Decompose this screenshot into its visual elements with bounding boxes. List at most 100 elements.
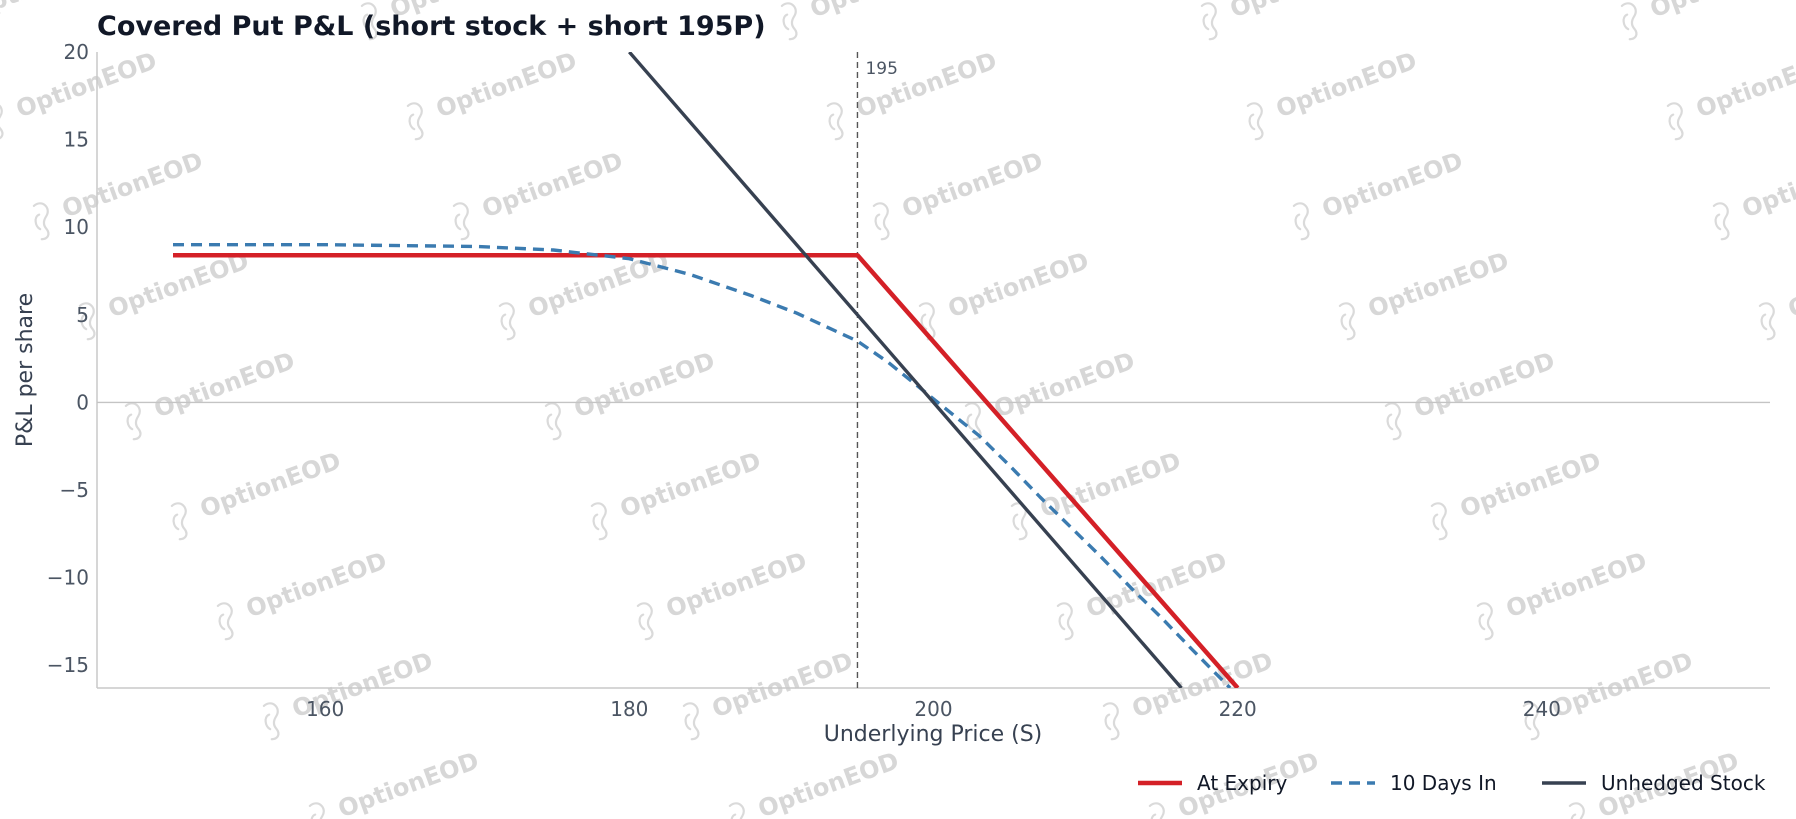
y-tick-label: −5 — [60, 478, 89, 502]
seahorse-logo-icon — [1712, 202, 1730, 241]
seahorse-logo-icon — [1292, 202, 1310, 241]
watermark-text: OptionEOD — [196, 447, 344, 524]
y-tick-label: 5 — [76, 303, 89, 327]
watermark: OptionEOD — [964, 347, 1139, 441]
watermark: OptionEOD — [32, 147, 207, 241]
legend-item: At Expiry — [1138, 771, 1287, 795]
legend: At Expiry 10 Days In Unhedged Stock — [1138, 771, 1766, 795]
watermark: OptionEOD — [1338, 247, 1513, 341]
watermark-text: OptionEOD — [524, 247, 672, 324]
watermark: OptionEOD — [498, 247, 673, 341]
watermark-text: OptionEOD — [1456, 447, 1604, 524]
watermark: OptionEOD — [918, 247, 1093, 341]
series-lines — [173, 52, 1240, 688]
watermark: OptionEOD — [826, 47, 1001, 141]
watermark-text: OptionEOD — [1364, 247, 1512, 324]
seahorse-logo-icon — [78, 302, 96, 341]
watermark: OptionEOD — [872, 147, 1047, 241]
watermark-text: OptionEOD — [104, 247, 252, 324]
seahorse-logo-icon — [826, 102, 844, 141]
legend-label: Unhedged Stock — [1601, 771, 1766, 795]
watermark-text: OptionEOD — [708, 647, 856, 724]
seahorse-logo-icon — [0, 102, 4, 141]
series-line-at-expiry — [173, 252, 1240, 688]
watermark-text: OptionEOD — [806, 0, 954, 23]
y-tick-label: 10 — [64, 215, 89, 239]
seahorse-logo-icon — [1620, 2, 1638, 41]
watermark: OptionEOD — [544, 347, 719, 441]
seahorse-logo-icon — [1430, 502, 1448, 541]
watermark: OptionEOD — [728, 747, 903, 819]
watermark: OptionEOD — [1712, 147, 1796, 241]
watermark-text: OptionEOD — [478, 147, 626, 224]
seahorse-logo-icon — [728, 802, 746, 819]
axes — [96, 52, 1770, 689]
watermark-text: OptionEOD — [944, 247, 1092, 324]
x-tick-label: 240 — [1523, 697, 1561, 721]
seahorse-logo-icon — [1148, 802, 1166, 819]
watermark-text: OptionEOD — [1410, 347, 1558, 424]
watermark-text: OptionEOD — [990, 347, 1138, 424]
y-tick-label: −15 — [47, 653, 89, 677]
x-tick-label: 180 — [610, 697, 648, 721]
watermark-text: OptionEOD — [616, 447, 764, 524]
watermark: OptionEOD — [216, 547, 391, 641]
y-tick-label: 15 — [64, 128, 89, 152]
seahorse-logo-icon — [1338, 302, 1356, 341]
watermark-text: OptionEOD — [1784, 247, 1796, 324]
watermark: OptionEOD — [780, 0, 955, 41]
seahorse-logo-icon — [360, 2, 378, 41]
watermark-text: OptionEOD — [432, 47, 580, 124]
y-tick-label: 20 — [64, 40, 89, 64]
watermark-text: OptionEOD — [570, 347, 718, 424]
seahorse-logo-icon — [544, 402, 562, 441]
seahorse-logo-icon — [498, 302, 516, 341]
watermark: OptionEOD — [124, 347, 299, 441]
watermark: OptionEOD — [1200, 0, 1375, 41]
watermark: OptionEOD — [1620, 0, 1795, 41]
legend-item: Unhedged Stock — [1542, 771, 1766, 795]
watermark: OptionEOD — [590, 447, 765, 541]
seahorse-logo-icon — [1758, 302, 1776, 341]
seahorse-logo-icon — [590, 502, 608, 541]
seahorse-logo-icon — [406, 102, 424, 141]
x-tick-label: 220 — [1219, 697, 1257, 721]
watermark: OptionEOD — [1292, 147, 1467, 241]
watermark: OptionEOD — [1758, 247, 1796, 341]
watermark: OptionEOD — [1522, 647, 1697, 741]
watermark: OptionEOD — [636, 547, 811, 641]
watermark: OptionEOD — [78, 247, 253, 341]
watermark: OptionEOD — [1246, 47, 1421, 141]
series-line-unhedged-stock — [628, 52, 1183, 688]
watermark: OptionEOD — [1476, 547, 1651, 641]
seahorse-logo-icon — [1522, 702, 1540, 741]
watermark-text: OptionEOD — [150, 347, 298, 424]
watermark: OptionEOD — [1384, 347, 1559, 441]
seahorse-logo-icon — [1666, 102, 1684, 141]
watermark-text: OptionEOD — [1738, 147, 1796, 224]
legend-label: At Expiry — [1197, 771, 1287, 795]
seahorse-logo-icon — [452, 202, 470, 241]
seahorse-logo-icon — [872, 202, 890, 241]
watermark-text: OptionEOD — [1272, 47, 1420, 124]
seahorse-logo-icon — [636, 602, 654, 641]
watermark-text: OptionEOD — [662, 547, 810, 624]
seahorse-logo-icon — [32, 202, 50, 241]
strike-marker: 195 — [856, 52, 898, 688]
seahorse-logo-icon — [262, 702, 280, 741]
watermark-text: OptionEOD — [1318, 147, 1466, 224]
watermark-text: OptionEOD — [334, 747, 482, 819]
watermark-text: OptionEOD — [898, 147, 1046, 224]
seahorse-logo-icon — [1056, 602, 1074, 641]
watermark-text: OptionEOD — [1646, 0, 1794, 23]
seahorse-logo-icon — [918, 302, 936, 341]
strike-label: 195 — [865, 59, 897, 79]
seahorse-logo-icon — [1568, 802, 1586, 819]
watermark-text: OptionEOD — [1548, 647, 1696, 724]
seahorse-logo-icon — [1102, 702, 1120, 741]
y-tick-label: −10 — [47, 566, 89, 590]
seahorse-logo-icon — [1200, 2, 1218, 41]
legend-label: 10 Days In — [1390, 771, 1497, 795]
watermark: OptionEOD — [170, 447, 345, 541]
